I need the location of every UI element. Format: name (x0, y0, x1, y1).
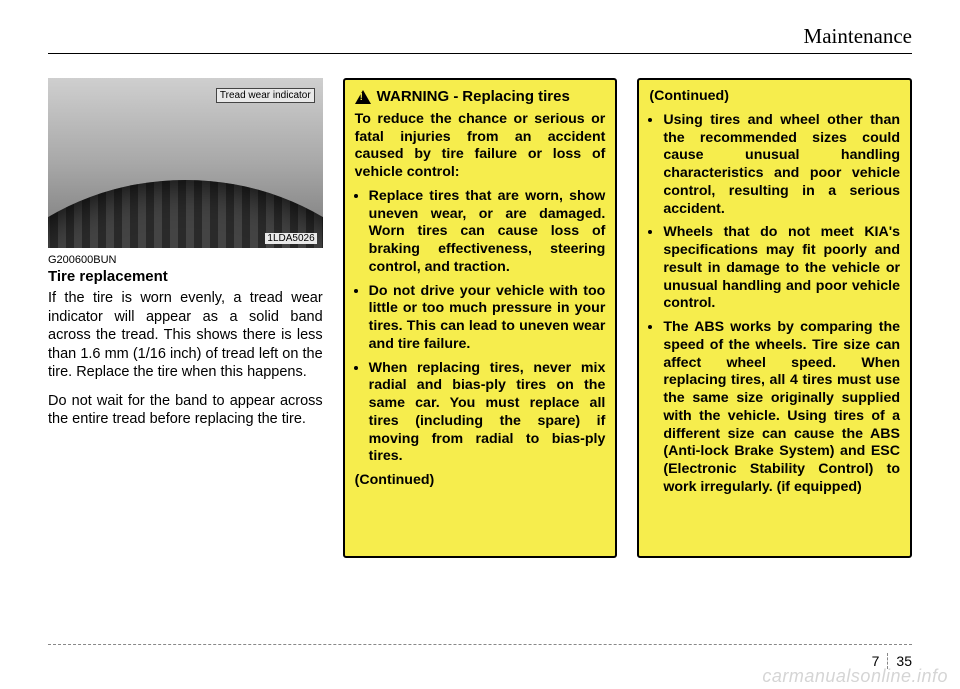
tire-replacement-heading: Tire replacement (48, 268, 323, 285)
manual-page: Maintenance Tread wear indicator 1LDA502… (0, 0, 960, 689)
warning-item: Do not drive your vehicle with too littl… (369, 283, 606, 354)
content-columns: Tread wear indicator 1LDA5026 G200600BUN… (48, 78, 912, 558)
warning-icon (355, 90, 371, 104)
warning-item: Replace tires that are worn, show uneven… (369, 188, 606, 277)
body-paragraph: If the tire is worn evenly, a tread wear… (48, 289, 323, 382)
warning-item: The ABS works by comparing the speed of … (663, 319, 900, 497)
watermark: carmanualsonline.info (762, 666, 948, 687)
warning-list: Using tires and wheel other than the rec… (649, 112, 900, 497)
warning-box-continued: (Continued) Using tires and wheel other … (637, 78, 912, 558)
warning-title: WARNING - Replacing tires (377, 88, 570, 107)
column-1: Tread wear indicator 1LDA5026 G200600BUN… (48, 78, 323, 558)
warning-label: WARNING - (377, 88, 459, 105)
warning-item: When replacing tires, never mix radial a… (369, 360, 606, 467)
tire-photo: Tread wear indicator 1LDA5026 (48, 78, 323, 248)
continued-top: (Continued) (649, 88, 900, 106)
footer-rule (48, 644, 912, 645)
warning-intro: To reduce the chance or serious or fatal… (355, 111, 606, 182)
warning-box: WARNING - Replacing tires To reduce the … (343, 78, 618, 558)
warning-item: Wheels that do not meet KIA's specificat… (663, 224, 900, 313)
image-code: 1LDA5026 (265, 233, 316, 244)
continued-label: (Continued) (355, 472, 606, 490)
column-2: WARNING - Replacing tires To reduce the … (343, 78, 618, 558)
warning-list: Replace tires that are worn, show uneven… (355, 188, 606, 466)
warning-subject: Replacing tires (462, 88, 570, 105)
reference-code: G200600BUN (48, 254, 323, 266)
section-header: Maintenance (48, 24, 912, 54)
column-3: (Continued) Using tires and wheel other … (637, 78, 912, 558)
warning-title-row: WARNING - Replacing tires (355, 88, 606, 107)
body-paragraph: Do not wait for the band to appear acros… (48, 392, 323, 429)
tread-wear-indicator-label: Tread wear indicator (216, 88, 315, 103)
warning-item: Using tires and wheel other than the rec… (663, 112, 900, 219)
section-title: Maintenance (804, 24, 912, 48)
